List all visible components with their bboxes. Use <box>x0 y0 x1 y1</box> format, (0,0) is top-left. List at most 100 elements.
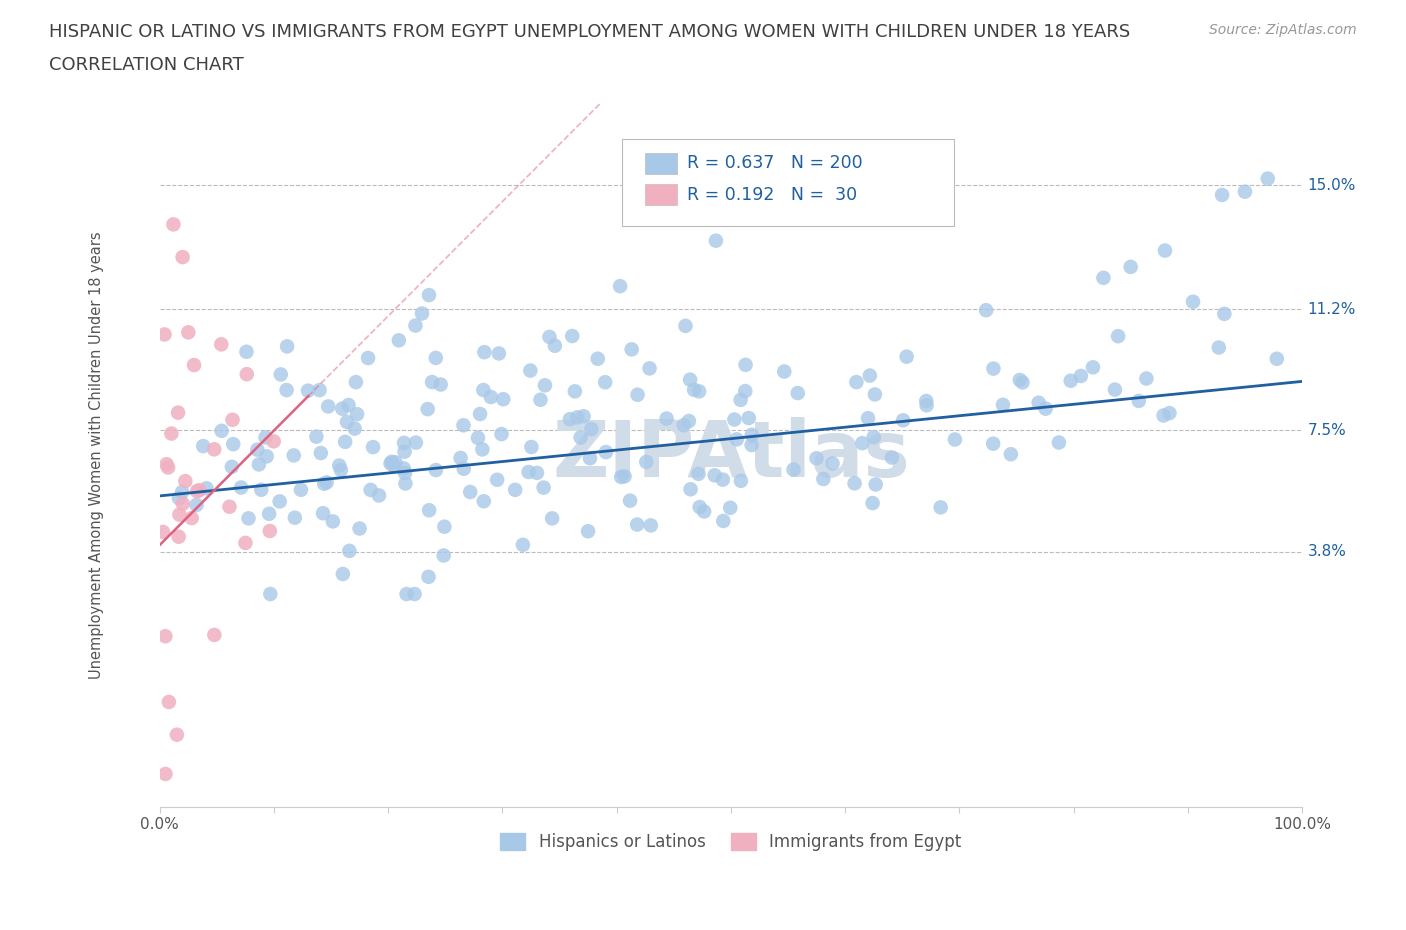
Hispanics or Latinos <box>418 503 440 518</box>
Immigrants from Egypt <box>235 536 257 551</box>
Hispanics or Latinos <box>730 473 752 488</box>
Immigrants from Egypt <box>209 337 232 352</box>
Hispanics or Latinos <box>1060 373 1083 388</box>
Text: 3.8%: 3.8% <box>1308 544 1347 559</box>
Hispanics or Latinos <box>211 423 233 438</box>
Hispanics or Latinos <box>1119 259 1142 274</box>
Hispanics or Latinos <box>486 472 509 487</box>
Hispanics or Latinos <box>222 437 245 452</box>
Hispanics or Latinos <box>433 548 456 563</box>
Immigrants from Egypt <box>157 460 180 475</box>
Hispanics or Latinos <box>679 372 702 387</box>
Hispanics or Latinos <box>1008 373 1031 388</box>
Hispanics or Latinos <box>741 427 763 442</box>
Hispanics or Latinos <box>693 504 716 519</box>
Hispanics or Latinos <box>471 442 494 457</box>
Hispanics or Latinos <box>250 483 273 498</box>
Hispanics or Latinos <box>544 339 567 353</box>
Immigrants from Egypt <box>186 484 208 498</box>
Hispanics or Latinos <box>1211 188 1233 203</box>
Hispanics or Latinos <box>679 482 702 497</box>
Hispanics or Latinos <box>786 386 808 401</box>
Immigrants from Egypt <box>155 766 177 781</box>
Legend: Hispanics or Latinos, Immigrants from Egypt: Hispanics or Latinos, Immigrants from Eg… <box>494 827 967 858</box>
Immigrants from Egypt <box>167 529 190 544</box>
Hispanics or Latinos <box>655 411 678 426</box>
Hispanics or Latinos <box>1135 371 1157 386</box>
Hispanics or Latinos <box>392 461 415 476</box>
Hispanics or Latinos <box>558 412 581 427</box>
Hispanics or Latinos <box>394 476 416 491</box>
Hispanics or Latinos <box>394 466 416 481</box>
Immigrants from Egypt <box>169 507 191 522</box>
Immigrants from Egypt <box>236 366 259 381</box>
Hispanics or Latinos <box>610 470 633 485</box>
Hispanics or Latinos <box>519 363 541 378</box>
Hispanics or Latinos <box>221 459 243 474</box>
Hispanics or Latinos <box>1104 382 1126 397</box>
Immigrants from Egypt <box>172 249 194 264</box>
Immigrants from Egypt <box>202 442 225 457</box>
Hispanics or Latinos <box>576 524 599 538</box>
Hispanics or Latinos <box>193 439 215 454</box>
Hispanics or Latinos <box>229 480 252 495</box>
Immigrants from Egypt <box>218 499 240 514</box>
Hispanics or Latinos <box>491 427 513 442</box>
Hispanics or Latinos <box>626 387 648 402</box>
Hispanics or Latinos <box>773 364 796 379</box>
Hispanics or Latinos <box>1092 271 1115 286</box>
Hispanics or Latinos <box>429 377 451 392</box>
Hispanics or Latinos <box>561 328 583 343</box>
Hispanics or Latinos <box>943 432 966 447</box>
Immigrants from Egypt <box>263 434 285 449</box>
Hispanics or Latinos <box>1208 340 1230 355</box>
Hispanics or Latinos <box>235 344 257 359</box>
Hispanics or Latinos <box>315 475 337 490</box>
Hispanics or Latinos <box>384 455 406 470</box>
Hispanics or Latinos <box>346 406 368 421</box>
Hispanics or Latinos <box>689 499 711 514</box>
Hispanics or Latinos <box>845 375 868 390</box>
Hispanics or Latinos <box>711 472 734 487</box>
Hispanics or Latinos <box>316 399 339 414</box>
Hispanics or Latinos <box>416 402 439 417</box>
Hispanics or Latinos <box>1011 375 1033 390</box>
Hispanics or Latinos <box>534 378 557 392</box>
Hispanics or Latinos <box>1182 294 1205 309</box>
Hispanics or Latinos <box>290 483 312 498</box>
Immigrants from Egypt <box>166 727 188 742</box>
Hispanics or Latinos <box>322 514 344 529</box>
FancyBboxPatch shape <box>645 184 678 206</box>
Text: 11.2%: 11.2% <box>1308 302 1357 317</box>
Hispanics or Latinos <box>479 390 502 405</box>
Hispanics or Latinos <box>734 384 756 399</box>
Hispanics or Latinos <box>492 392 515 406</box>
Hispanics or Latinos <box>336 415 359 430</box>
Hispanics or Latinos <box>305 429 328 444</box>
Hispanics or Latinos <box>533 480 555 495</box>
Hispanics or Latinos <box>453 418 475 432</box>
Hispanics or Latinos <box>1081 360 1104 375</box>
Immigrants from Egypt <box>188 483 211 498</box>
Text: CORRELATION CHART: CORRELATION CHART <box>49 56 245 73</box>
Hispanics or Latinos <box>725 432 748 446</box>
Hispanics or Latinos <box>388 333 411 348</box>
Hispanics or Latinos <box>723 412 745 427</box>
Hispanics or Latinos <box>368 488 391 503</box>
Hispanics or Latinos <box>683 382 706 397</box>
Hispanics or Latinos <box>344 375 367 390</box>
Hispanics or Latinos <box>718 500 741 515</box>
Hispanics or Latinos <box>675 318 697 333</box>
Hispanics or Latinos <box>983 361 1005 376</box>
Hispanics or Latinos <box>333 434 356 449</box>
Hispanics or Latinos <box>915 393 938 408</box>
Hispanics or Latinos <box>411 306 433 321</box>
Hispanics or Latinos <box>405 435 427 450</box>
Hispanics or Latinos <box>862 496 884 511</box>
Immigrants from Egypt <box>177 325 200 339</box>
Hispanics or Latinos <box>741 438 763 453</box>
Text: Unemployment Among Women with Children Under 18 years: Unemployment Among Women with Children U… <box>90 232 104 679</box>
Hispanics or Latinos <box>688 467 710 482</box>
Hispanics or Latinos <box>981 436 1004 451</box>
Immigrants from Egypt <box>172 497 194 512</box>
